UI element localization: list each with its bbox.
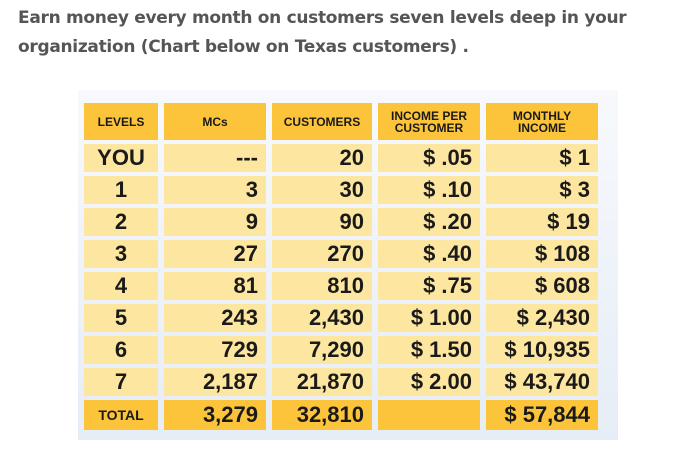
total-levels: TOTAL (84, 400, 158, 430)
cell-levels: 4 (84, 272, 158, 300)
cell-income-per-customer: $ 1.50 (378, 336, 480, 364)
cell-monthly-income: $ 10,935 (486, 336, 598, 364)
cell-mcs: 243 (164, 304, 266, 332)
income-table: LEVELS MCs CUSTOMERS INCOME PER CUSTOMER MON… (84, 103, 598, 430)
cell-mcs: 9 (164, 208, 266, 236)
cell-levels: 3 (84, 240, 158, 268)
cell-monthly-income: $ 608 (486, 272, 598, 300)
header-monthly-income: MONTHLY INCOME (486, 103, 598, 140)
cell-monthly-income: $ 43,740 (486, 368, 598, 396)
cell-income-per-customer: $ 1.00 (378, 304, 480, 332)
cell-customers: 810 (272, 272, 372, 300)
cell-monthly-income: $ 19 (486, 208, 598, 236)
cell-levels: 7 (84, 368, 158, 396)
total-mcs: 3,279 (164, 400, 266, 430)
cell-income-per-customer: $ .20 (378, 208, 480, 236)
cell-monthly-income: $ 1 (486, 144, 598, 172)
cell-customers: 90 (272, 208, 372, 236)
cell-income-per-customer: $ .40 (378, 240, 480, 268)
cell-levels: 6 (84, 336, 158, 364)
cell-customers: 30 (272, 176, 372, 204)
cell-income-per-customer: $ .05 (378, 144, 480, 172)
cell-income-per-customer: $ 2.00 (378, 368, 480, 396)
header-income-per-customer: INCOME PER CUSTOMER (378, 103, 480, 140)
cell-monthly-income: $ 3 (486, 176, 598, 204)
cell-mcs: 81 (164, 272, 266, 300)
header-customers: CUSTOMERS (272, 103, 372, 140)
cell-mcs: 2,187 (164, 368, 266, 396)
total-income-per-customer (378, 400, 480, 430)
intro-text: Earn money every month on customers seve… (18, 8, 627, 57)
cell-mcs: --- (164, 144, 266, 172)
cell-mcs: 729 (164, 336, 266, 364)
cell-income-per-customer: $ .75 (378, 272, 480, 300)
cell-customers: 7,290 (272, 336, 372, 364)
header-levels: LEVELS (84, 103, 158, 140)
total-customers: 32,810 (272, 400, 372, 430)
cell-income-per-customer: $ .10 (378, 176, 480, 204)
cell-monthly-income: $ 108 (486, 240, 598, 268)
cell-customers: 21,870 (272, 368, 372, 396)
cell-levels: 1 (84, 176, 158, 204)
income-table-image: LEVELS MCs CUSTOMERS INCOME PER CUSTOMER MON… (78, 90, 618, 440)
cell-levels: 5 (84, 304, 158, 332)
header-mcs: MCs (164, 103, 266, 140)
cell-customers: 20 (272, 144, 372, 172)
cell-mcs: 27 (164, 240, 266, 268)
cell-mcs: 3 (164, 176, 266, 204)
cell-customers: 270 (272, 240, 372, 268)
total-monthly-income: $ 57,844 (486, 400, 598, 430)
cell-monthly-income: $ 2,430 (486, 304, 598, 332)
cell-customers: 2,430 (272, 304, 372, 332)
cell-levels: YOU (84, 144, 158, 172)
cell-levels: 2 (84, 208, 158, 236)
